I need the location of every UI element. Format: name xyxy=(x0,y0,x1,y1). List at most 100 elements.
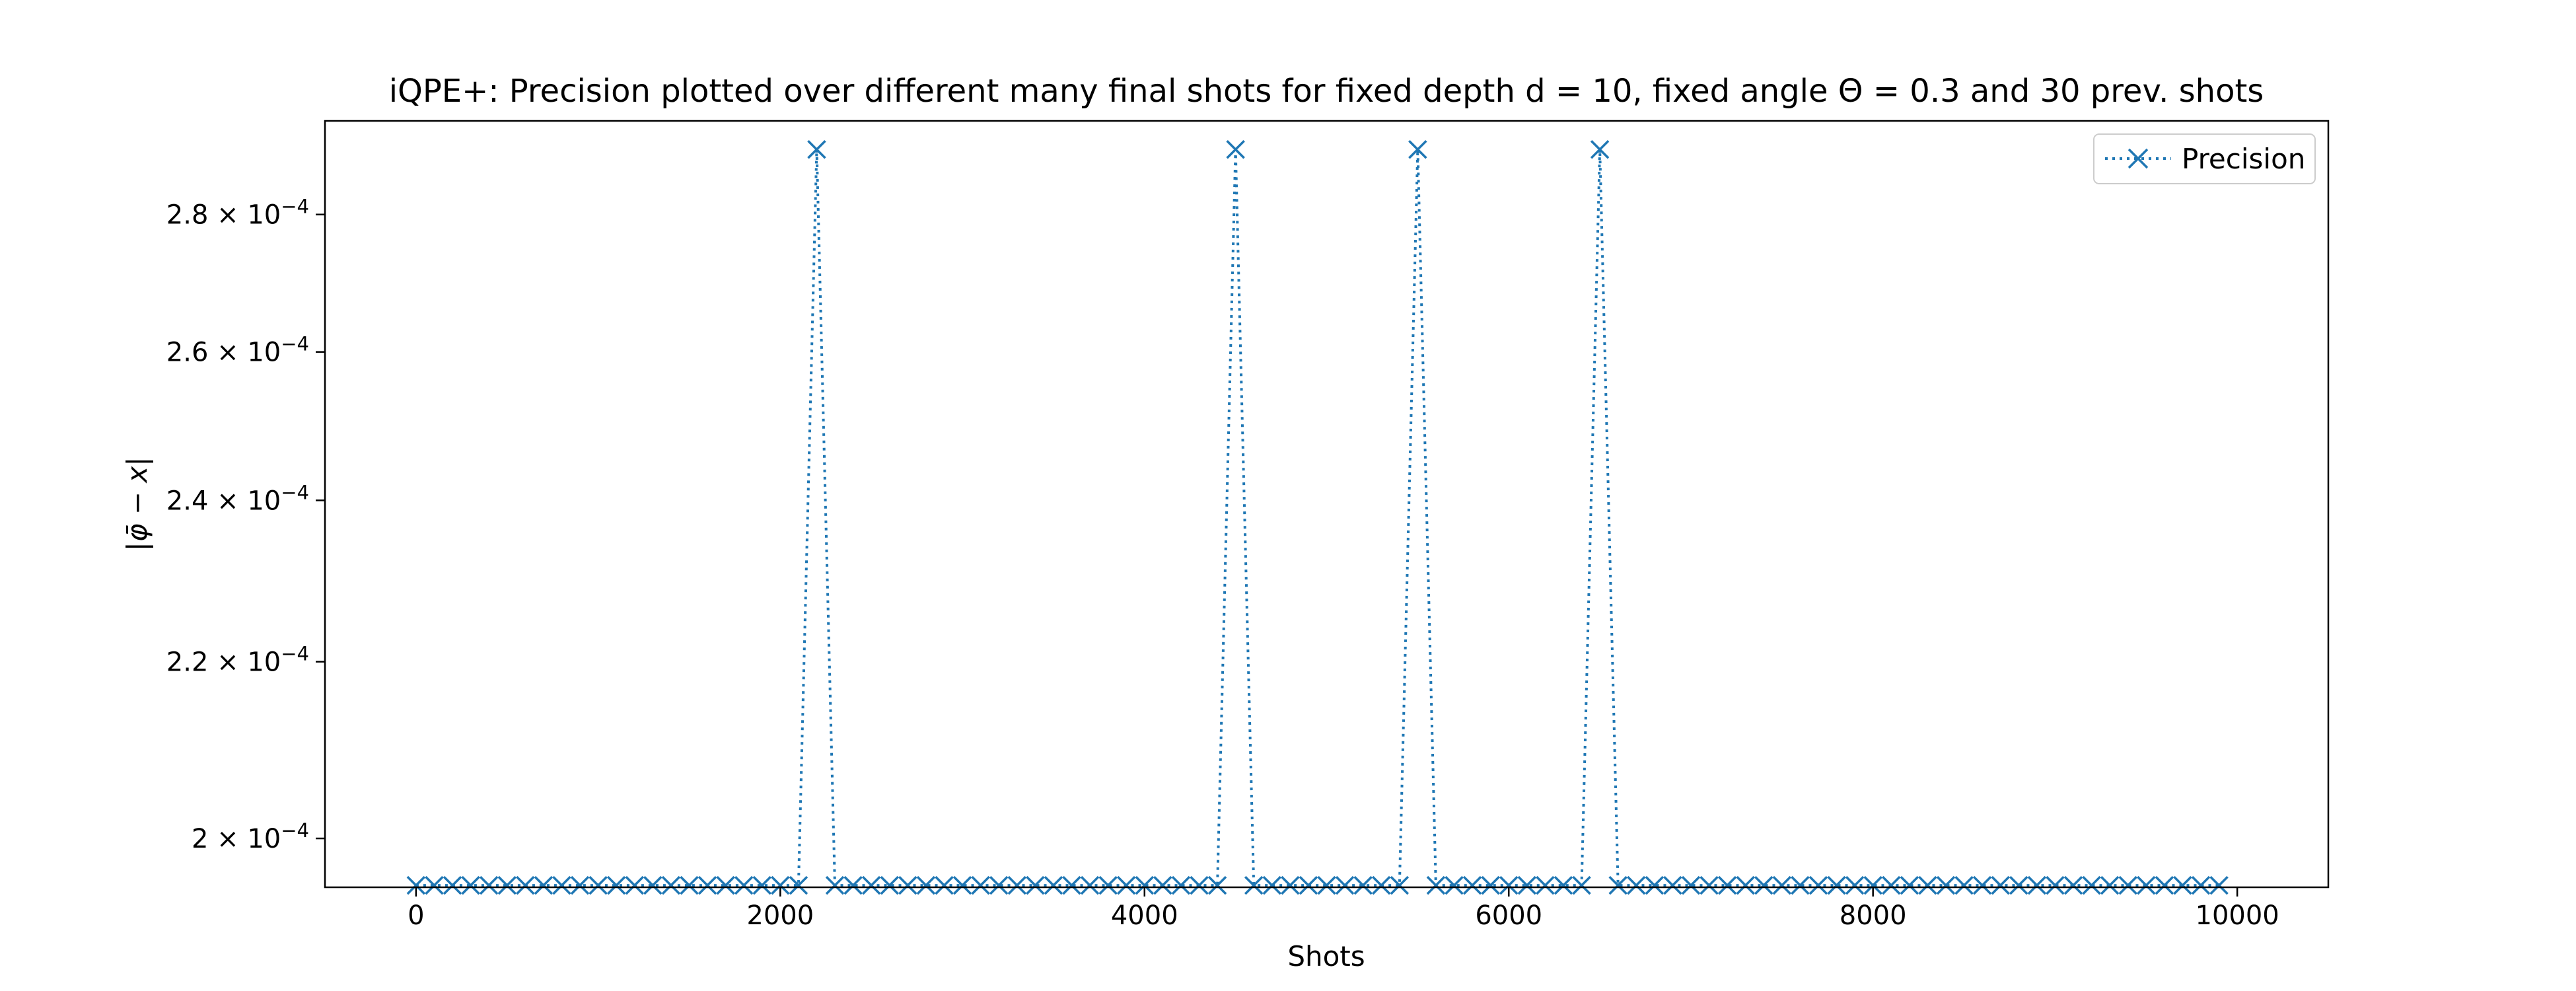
data-point-marker xyxy=(1116,875,1136,895)
data-point-marker xyxy=(1554,875,1573,895)
data-point-marker xyxy=(2082,875,2101,895)
data-point-marker xyxy=(1900,875,1919,895)
data-point-marker xyxy=(1190,875,1209,895)
data-point-marker xyxy=(1517,875,1537,895)
data-point-marker xyxy=(861,875,881,895)
data-point-marker xyxy=(1645,875,1664,895)
data-point-marker xyxy=(2173,875,2192,895)
data-point-marker xyxy=(1808,875,1828,895)
data-point-marker xyxy=(1353,875,1373,895)
data-point-marker xyxy=(534,875,554,895)
y-tick-label-2.6: 2.6 × 10−4 xyxy=(166,333,309,368)
data-point-marker xyxy=(625,875,644,895)
data-point-marker xyxy=(1791,875,1810,895)
x-axis-label: Shots xyxy=(1287,940,1365,973)
x-tick-label-0: 0 xyxy=(408,900,424,931)
data-point-marker xyxy=(589,875,608,895)
data-point-marker xyxy=(1044,875,1063,895)
data-point-marker xyxy=(2209,875,2229,895)
data-point-marker xyxy=(825,875,845,895)
data-point-marker xyxy=(1262,875,1282,895)
data-point-marker xyxy=(1936,875,1956,895)
data-point-marker xyxy=(1627,875,1646,895)
data-point-marker xyxy=(606,875,626,895)
data-point-marker xyxy=(2137,875,2156,895)
data-point-marker xyxy=(1991,875,2010,895)
data-point-marker xyxy=(1445,875,1464,895)
data-point-marker xyxy=(643,875,662,895)
data-point-marker xyxy=(1736,875,1755,895)
data-point-marker xyxy=(516,875,535,895)
data-point-marker xyxy=(1026,875,1045,895)
data-point-marker xyxy=(1335,875,1355,895)
data-point-marker xyxy=(1244,875,1264,895)
data-point-marker xyxy=(2155,875,2174,895)
data-point-marker xyxy=(1754,875,1773,895)
data-point-marker xyxy=(425,875,444,895)
data-point-marker xyxy=(1207,875,1227,895)
data-point-marker xyxy=(1299,875,1318,895)
data-point-marker xyxy=(916,875,936,895)
data-point-marker xyxy=(1007,875,1026,895)
data-point-marker xyxy=(1590,139,1610,159)
data-point-marker xyxy=(771,875,790,895)
data-point-marker xyxy=(497,875,517,895)
data-point-marker xyxy=(1371,875,1391,895)
data-point-marker xyxy=(2046,875,2065,895)
data-point-marker xyxy=(1972,875,1992,895)
data-point-marker xyxy=(734,875,754,895)
x-tick-label-6000: 6000 xyxy=(1475,900,1542,931)
data-point-marker xyxy=(443,875,462,895)
data-point-marker xyxy=(1663,875,1682,895)
legend-marker-x-icon xyxy=(2128,148,2149,169)
legend: Precision xyxy=(2093,133,2316,184)
legend-box xyxy=(2093,133,2316,184)
x-tick-label-4000: 4000 xyxy=(1111,900,1178,931)
data-point-marker xyxy=(680,875,699,895)
data-point-marker xyxy=(2027,875,2047,895)
y-tick-label-2: 2 × 10−4 xyxy=(192,819,309,854)
y-tick-label-2.4: 2.4 × 10−4 xyxy=(166,481,309,516)
data-point-marker xyxy=(1426,875,1446,895)
data-point-marker xyxy=(1317,875,1336,895)
data-point-marker xyxy=(1281,875,1300,895)
data-point-marker xyxy=(952,875,972,895)
data-point-marker xyxy=(479,875,499,895)
data-point-marker xyxy=(1863,875,1882,895)
y-tick-label-2.8: 2.8 × 10−4 xyxy=(166,196,309,231)
data-point-marker xyxy=(1536,875,1555,895)
data-point-marker xyxy=(752,875,771,895)
x-axis: 0 2000 4000 6000 8000 10000 xyxy=(408,887,2279,931)
data-point-marker xyxy=(1062,875,1081,895)
data-point-marker xyxy=(971,875,990,895)
x-tick-label-10000: 10000 xyxy=(2196,900,2279,931)
data-point-marker xyxy=(1681,875,1701,895)
data-point-marker xyxy=(843,875,863,895)
data-point-marker xyxy=(1098,875,1118,895)
data-point-marker xyxy=(1462,875,1482,895)
data-point-marker xyxy=(406,875,426,895)
data-point-marker xyxy=(1135,875,1155,895)
data-point-marker xyxy=(698,875,717,895)
data-point-marker xyxy=(2100,875,2120,895)
legend-label: Precision xyxy=(2182,143,2305,175)
data-point-marker xyxy=(1153,875,1172,895)
data-point-marker xyxy=(1772,875,1792,895)
series-line-0 xyxy=(415,149,2219,887)
y-tick-label-2.2: 2.2 × 10−4 xyxy=(166,643,309,678)
data-point-marker xyxy=(1699,875,1719,895)
data-point-marker xyxy=(2118,875,2137,895)
data-point-marker xyxy=(1408,139,1427,159)
data-point-marker xyxy=(989,875,1009,895)
y-axis-label: |φ̄ − x| xyxy=(121,457,153,552)
chart-title: iQPE+: Precision plotted over different … xyxy=(389,73,2264,110)
data-point-marker xyxy=(1827,875,1846,895)
data-point-marker xyxy=(1499,875,1519,895)
data-point-marker xyxy=(1717,875,1737,895)
data-point-marker xyxy=(935,875,954,895)
data-point-marker xyxy=(1882,875,1901,895)
data-point-marker xyxy=(1481,875,1500,895)
data-point-marker xyxy=(2063,875,2083,895)
data-point-marker xyxy=(1171,875,1191,895)
data-point-marker xyxy=(661,875,681,895)
